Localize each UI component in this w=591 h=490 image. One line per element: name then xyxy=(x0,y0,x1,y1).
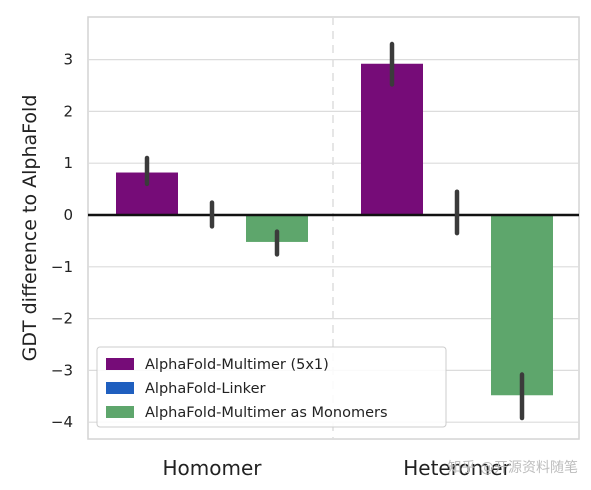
y-tick-label: −2 xyxy=(51,310,73,328)
legend-box xyxy=(96,346,447,428)
y-tick-label: −4 xyxy=(51,413,73,431)
bar xyxy=(361,63,423,215)
y-tick-label: 2 xyxy=(63,102,73,120)
y-axis-title: GDT difference to AlphaFold xyxy=(19,95,41,362)
legend-swatch xyxy=(106,358,134,370)
y-tick-label: 0 xyxy=(63,206,73,224)
bars xyxy=(116,63,553,396)
y-tick-label: −1 xyxy=(51,258,73,276)
legend-label: AlphaFold-Multimer (5x1) xyxy=(145,357,329,373)
x-category-label: Homomer xyxy=(162,456,262,480)
error-bars xyxy=(144,41,525,421)
legend-swatch xyxy=(106,382,134,394)
y-tick-label: −3 xyxy=(51,361,73,379)
legend-swatch xyxy=(106,406,134,418)
legend-label: AlphaFold-Multimer as Monomers xyxy=(145,405,388,421)
watermark: 知乎 @开源资料随笔 xyxy=(448,459,578,476)
y-tick-label: 1 xyxy=(63,154,73,172)
y-tick-labels: 3 2 1 0 −1 −2 −3 −4 xyxy=(51,51,73,432)
legend-label: AlphaFold-Linker xyxy=(145,381,265,397)
x-category-label: Heteromer xyxy=(403,456,511,480)
legend: AlphaFold-Multimer (5x1) AlphaFold-Linker… xyxy=(96,346,447,428)
bar xyxy=(491,215,553,396)
x-category-labels: Homomer Heteromer xyxy=(162,456,511,480)
y-tick-label: 3 xyxy=(63,51,73,69)
